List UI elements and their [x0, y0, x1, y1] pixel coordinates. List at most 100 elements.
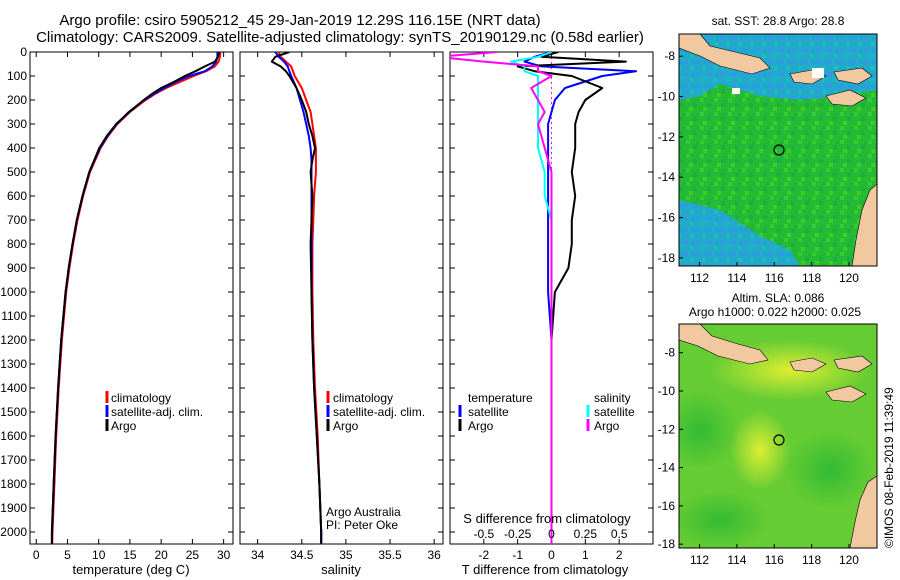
- legend-label-s-satellite: satellite: [594, 405, 635, 419]
- map-x-tick-label: 116: [765, 553, 784, 567]
- x-tick-label: 5: [64, 548, 71, 562]
- map-y-tick-label: -12: [658, 422, 676, 436]
- legend-title-salinity: salinity: [594, 391, 631, 405]
- legend-label-t-argo: Argo: [468, 419, 494, 433]
- temperature-legend: climatology satellite-adj. clim. Argo: [105, 391, 203, 433]
- temperature-xlabel: temperature (deg C): [72, 562, 189, 577]
- map-y-tick-label: -18: [658, 537, 676, 551]
- difference-legend: temperature satellite Argo salinity sate…: [458, 391, 635, 433]
- depth-axis: 0 100 200 300 400 500 600 700 800 900 1000 1100 1200…: [0, 45, 27, 539]
- depth-tick-label: 1000: [0, 285, 27, 299]
- map-x-tick-label: 112: [690, 553, 709, 567]
- depth-tick-label: 800: [7, 237, 27, 251]
- sla-map-subtitle: Argo h1000: 0.022 h2000: 0.025: [689, 305, 861, 319]
- x-tick-label: 35.5: [378, 548, 402, 562]
- legend-label-satellite: satellite-adj. clim.: [111, 405, 203, 419]
- legend-title-temperature: temperature: [468, 391, 533, 405]
- temperature-series: [50, 52, 222, 544]
- x-tick-label: 15: [123, 548, 137, 562]
- salinity-diff-tick-label: 0: [548, 527, 555, 541]
- sla-map-x-axis: 112 114 116 118 120: [690, 544, 859, 567]
- depth-tick-label: 100: [7, 69, 27, 83]
- difference-xlabel-salinity: S difference from climatology: [463, 511, 631, 526]
- difference-y-ticks: [450, 51, 653, 533]
- sla-high-anomaly: [730, 410, 790, 490]
- map-x-tick-label: 112: [690, 271, 709, 285]
- map-y-tick-label: -8: [664, 49, 675, 63]
- sst-warm-band: [679, 34, 877, 100]
- map-x-tick-label: 120: [839, 271, 859, 285]
- difference-series: [450, 52, 638, 544]
- salinity-diff-tick-label: 0.5: [611, 527, 628, 541]
- depth-tick-label: 900: [7, 261, 27, 275]
- series-line-argo: [270, 52, 323, 544]
- map-y-tick-label: -14: [658, 461, 676, 475]
- sumba-island: [825, 385, 867, 403]
- temperature-x-axis: 0 5 10 15 20 25 30: [33, 52, 231, 562]
- x-tick-label: 25: [186, 548, 200, 562]
- sla-map-image: [679, 324, 877, 548]
- depth-tick-label: 1900: [0, 501, 27, 515]
- x-tick-label: 1: [582, 548, 589, 562]
- difference-xlabel: T difference from climatology: [462, 562, 629, 577]
- x-tick-label: 2: [616, 548, 623, 562]
- map-x-tick-label: 114: [727, 553, 746, 567]
- chart-title-line1: Argo profile: csiro 5905212_45 29-Jan-20…: [59, 12, 540, 29]
- x-tick-label: 34: [251, 548, 265, 562]
- temperature-panel: 0 5 10 15 20 25 30 temperature (deg C) climato…: [29, 51, 234, 577]
- map-x-tick-label: 120: [839, 553, 859, 567]
- depth-tick-label: 200: [7, 93, 27, 107]
- salinity-diff-tick-label: 0.25: [574, 527, 598, 541]
- depth-tick-label: 300: [7, 117, 27, 131]
- difference-x-axis: -2 -1 0 1 2: [478, 52, 623, 562]
- argo-location-marker: [773, 434, 785, 446]
- map-y-tick-label: -18: [658, 251, 676, 265]
- depth-tick-label: 700: [7, 213, 27, 227]
- java-island: [679, 34, 771, 75]
- map-y-tick-label: -10: [658, 384, 676, 398]
- series-line-salinity-argo: [450, 52, 553, 544]
- depth-tick-label: 500: [7, 165, 27, 179]
- sla-map-title: Altim. SLA: 0.086: [732, 291, 825, 305]
- map-y-tick-label: -16: [658, 211, 676, 225]
- depth-tick-label: 1800: [0, 477, 27, 491]
- x-tick-label: 20: [154, 548, 168, 562]
- depth-tick-label: 2000: [0, 525, 27, 539]
- depth-tick-label: 1100: [1, 309, 27, 323]
- map-x-tick-label: 118: [802, 271, 821, 285]
- legend-label-t-satellite: satellite: [468, 405, 509, 419]
- imos-credit: ©IMOS 08-Feb-2019 11:39:49: [882, 387, 896, 548]
- legend-label-s-argo: Argo: [594, 419, 620, 433]
- x-tick-label: 36: [427, 548, 441, 562]
- sst-map-frame: [678, 33, 878, 267]
- depth-tick-label: 1500: [0, 405, 27, 419]
- credit-argo-australia: Argo Australia: [326, 505, 401, 519]
- salinity-y-ticks: [240, 51, 443, 533]
- depth-tick-label: 1600: [0, 429, 27, 443]
- map-y-tick-label: -12: [658, 130, 676, 144]
- map-y-tick-label: -16: [658, 499, 676, 513]
- map-x-tick-label: 118: [802, 553, 821, 567]
- credit-pi: PI: Peter Oke: [326, 518, 398, 532]
- sst-map-y-axis: -8 -10 -12 -14 -16 -18: [658, 49, 683, 265]
- depth-tick-label: 0: [20, 45, 27, 59]
- legend-label-climatology: climatology: [333, 391, 393, 405]
- lombok-island: [789, 357, 827, 373]
- australia-coast: [849, 475, 877, 548]
- chart-title-line2: Climatology: CARS2009. Satellite-adjuste…: [36, 29, 644, 46]
- map-x-tick-label: 114: [727, 271, 746, 285]
- depth-tick-label: 600: [7, 189, 27, 203]
- sumbawa-island: [833, 355, 873, 373]
- map-x-tick-label: 116: [765, 271, 784, 285]
- legend-label-argo: Argo: [333, 419, 359, 433]
- salinity-x-axis: 34 34.5 35 35.5 36: [251, 52, 441, 562]
- sst-south-band: [679, 200, 800, 266]
- depth-tick-label: 1200: [0, 333, 27, 347]
- x-tick-label: -2: [478, 548, 489, 562]
- sumbawa-island: [833, 67, 873, 85]
- java-island: [679, 324, 769, 365]
- salinity-legend: climatology satellite-adj. clim. Argo: [326, 391, 425, 433]
- depth-tick-label: 1400: [0, 381, 27, 395]
- argo-location-marker: [773, 144, 785, 156]
- difference-panel: -2 -1 0 1 2 T difference from climatology S …: [449, 51, 654, 577]
